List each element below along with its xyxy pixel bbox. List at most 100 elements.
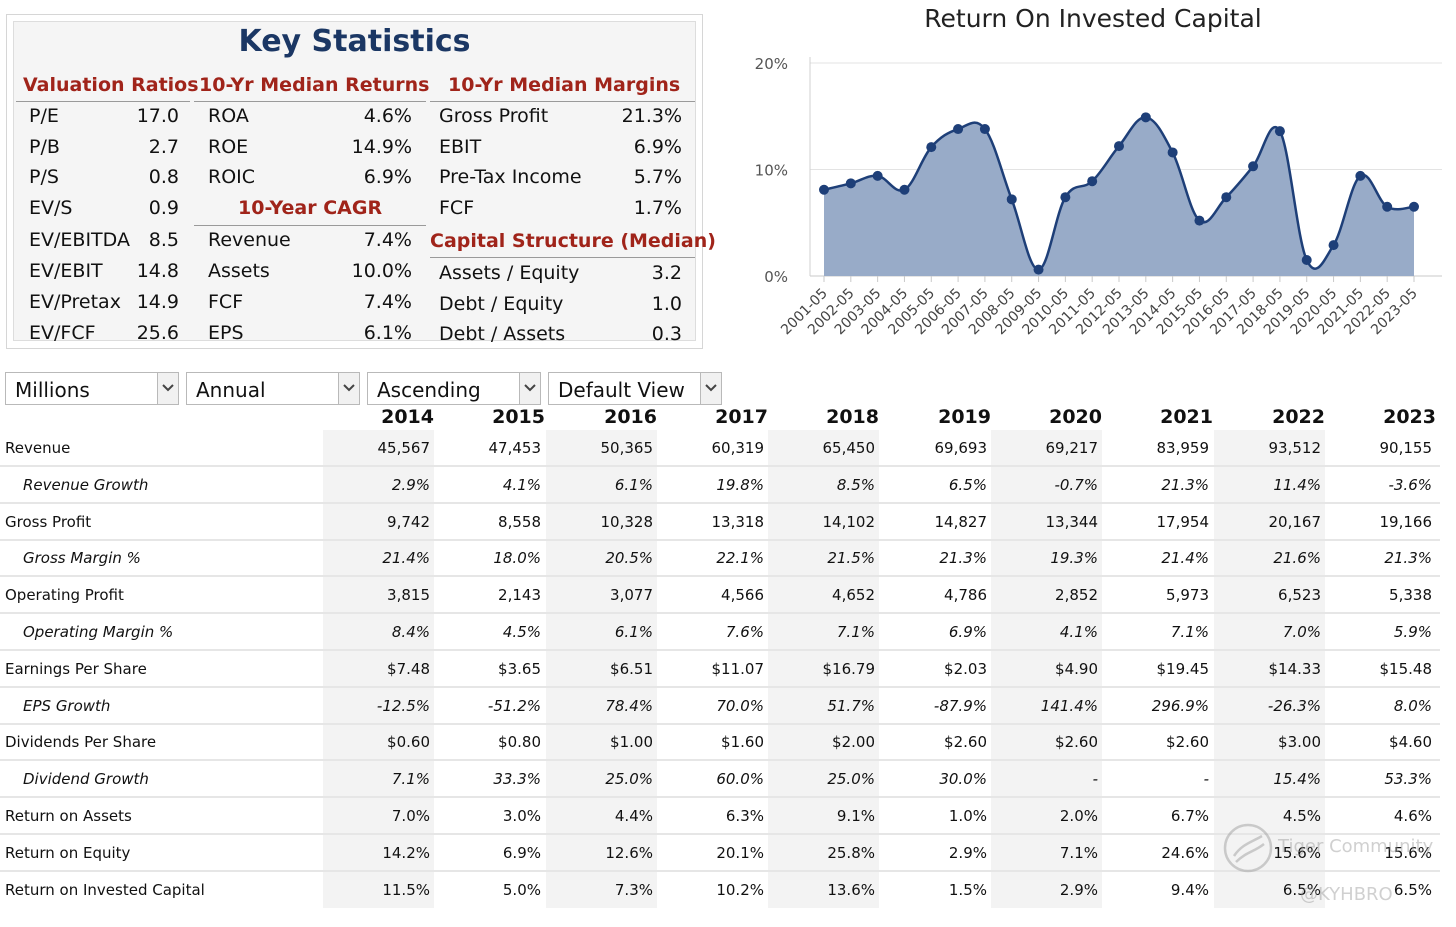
cagr-value: 7.4% [363, 229, 412, 251]
roic-point [872, 170, 883, 181]
row-divider [0, 722, 1440, 725]
row-divider [0, 465, 1440, 467]
units-select[interactable]: Millions [5, 372, 179, 405]
chart-canvas: 0%10%20%2001-052002-052003-052004-052005… [755, 55, 1442, 338]
chevron-down-icon[interactable] [519, 373, 540, 404]
cagr-value: 6.1% [363, 322, 412, 344]
column-stripe [768, 430, 879, 908]
cagr-heading: 10-Year CAGR [238, 197, 383, 219]
capital-structure-label: Debt / Assets [439, 323, 566, 345]
table-cell: 25.8% [827, 843, 875, 862]
table-cell: 22.1% [716, 549, 764, 568]
column-stripe [1214, 430, 1325, 908]
column-stripe [991, 430, 1102, 908]
table-cell: 2,852 [1055, 586, 1098, 605]
table-cell: 6.1% [614, 475, 653, 494]
median-return-value: 6.9% [363, 166, 412, 188]
table-cell: - [1203, 770, 1209, 789]
roic-point [1221, 192, 1232, 203]
table-cell: 13,344 [1045, 512, 1099, 531]
table-cell: 78.4% [605, 696, 653, 715]
table-cell: 21.3% [1161, 475, 1209, 494]
table-cell: 17,954 [1156, 512, 1210, 531]
table-row: Dividends Per Share $0.60 $0.80 $1.00 $1.60 $… [0, 724, 1440, 762]
table-cell: - [1092, 770, 1098, 789]
divider [430, 101, 695, 102]
y-tick-label: 10% [755, 162, 788, 180]
table-cell: -0.7% [1054, 475, 1098, 494]
view-select-value: Default View [558, 378, 685, 402]
capital-structure-value: 0.3 [651, 323, 682, 345]
table-cell: 13.6% [827, 880, 875, 899]
roic-point [1087, 176, 1098, 187]
capital-structure-label: Assets / Equity [439, 262, 580, 284]
table-cell: 2.9% [1059, 880, 1098, 899]
row-label: Revenue [5, 439, 71, 457]
median-return-value: 14.9% [351, 135, 412, 158]
table-cell: 4.5% [1282, 807, 1321, 825]
divider [16, 101, 190, 102]
table-cell: 8.0% [1393, 696, 1432, 715]
table-cell: $15.48 [1379, 659, 1433, 678]
capital-structure-heading: Capital Structure (Median) [430, 230, 716, 252]
table-cell: 6.1% [614, 623, 653, 641]
roic-point [1382, 201, 1393, 212]
period-select[interactable]: Annual [186, 372, 360, 405]
year-header: 2018 [826, 406, 879, 428]
table-row: Revenue 45,567 47,453 50,365 60,319 65,450 69,… [0, 430, 1440, 467]
table-row: Gross Margin % 21.4% 18.0% 20.5% 22.1% 21.5% 2… [0, 540, 1440, 578]
table-cell: 6.7% [1170, 807, 1209, 825]
table-cell: 10,328 [600, 512, 654, 531]
capital-structure-value: 3.2 [651, 262, 682, 284]
table-cell: 53.3% [1384, 770, 1432, 789]
table-row: Gross Profit 9,742 8,558 10,328 13,318 14,102… [0, 504, 1440, 541]
year-header: 2020 [1049, 406, 1102, 428]
roic-point [1328, 240, 1339, 251]
table-cell: 4.1% [1059, 623, 1098, 641]
view-select[interactable]: Default View [548, 372, 722, 405]
table-cell: 8.4% [391, 623, 430, 641]
table-cell: 5.9% [1393, 623, 1432, 641]
table-cell: 7.1% [1059, 843, 1098, 862]
table-cell: 30.0% [939, 770, 987, 789]
key-statistics-panel: Key Statistics Valuation Ratios 10-Yr Me… [6, 14, 716, 349]
valuation-ratio-label: P/S [29, 166, 59, 188]
roic-point [953, 124, 964, 135]
valuation-ratio-value: 8.5 [148, 229, 179, 251]
row-label: EPS Growth [23, 696, 111, 715]
median-margin-value: 5.7% [633, 166, 682, 188]
table-cell: 18.0% [493, 549, 541, 568]
valuation-ratio-value: 14.9 [136, 291, 179, 313]
roic-point [1301, 255, 1312, 266]
table-cell: 4.4% [614, 807, 653, 825]
table-cell: 6.9% [502, 843, 541, 862]
valuation-ratio-label: EV/S [29, 196, 73, 219]
table-cell: 51.7% [827, 696, 875, 715]
roic-point [1114, 141, 1124, 152]
table-cell: $19.45 [1156, 659, 1210, 678]
table-cell: -3.6% [1388, 475, 1432, 494]
order-select[interactable]: Ascending [367, 372, 541, 405]
table-cell: 2,143 [498, 586, 541, 605]
table-cell: 50,365 [600, 439, 654, 457]
chevron-down-icon[interactable] [157, 373, 178, 404]
roic-point [926, 142, 937, 153]
median-margin-value: 6.9% [633, 135, 682, 158]
period-select-value: Annual [196, 378, 266, 402]
table-cell: 4.1% [502, 475, 541, 494]
median-return-label: ROIC [208, 166, 256, 188]
year-header: 2023 [1383, 406, 1436, 428]
y-tick-label: 20% [755, 55, 788, 73]
table-row: Earnings Per Share $7.48 $3.65 $6.51 $11.07 $… [0, 651, 1440, 688]
row-label: Operating Profit [5, 586, 124, 605]
cagr-label: EPS [208, 322, 244, 344]
table-cell: 2.9% [948, 843, 987, 862]
row-label: Operating Margin % [23, 623, 174, 641]
table-cell: 4.6% [1393, 807, 1432, 825]
row-label: Gross Profit [5, 512, 92, 531]
year-header: 2014 [381, 406, 434, 428]
valuation-ratio-label: EV/EBITDA [29, 229, 130, 251]
chevron-down-icon[interactable] [700, 373, 721, 404]
table-cell: $1.00 [610, 733, 653, 752]
chevron-down-icon[interactable] [338, 373, 359, 404]
